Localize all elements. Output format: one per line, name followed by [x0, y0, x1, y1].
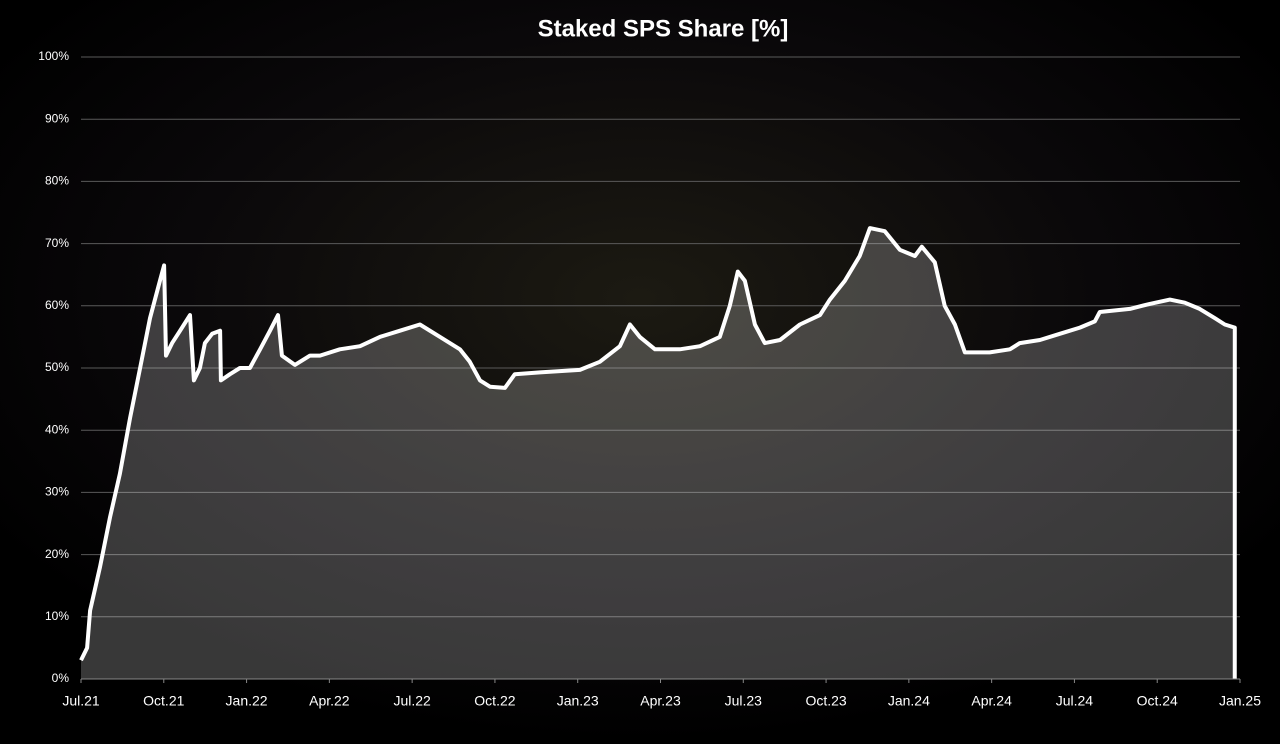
area — [81, 228, 1235, 679]
y-tick-label: 20% — [45, 547, 69, 561]
y-tick-label: 50% — [45, 360, 69, 374]
chart-title: Staked SPS Share [%] — [538, 15, 789, 42]
y-tick-label: 40% — [45, 422, 69, 436]
x-tick-label: Oct.22 — [474, 693, 515, 709]
x-tick-label: Apr.23 — [640, 693, 681, 709]
y-tick-label: 100% — [38, 49, 69, 63]
x-tick-label: Oct.24 — [1137, 693, 1178, 709]
y-tick-label: 90% — [45, 111, 69, 125]
x-tick-label: Apr.22 — [309, 693, 350, 709]
x-tick-label: Jan.22 — [226, 693, 268, 709]
x-tick-label: Oct.21 — [143, 693, 184, 709]
x-tick-label: Jul.24 — [1056, 693, 1094, 709]
y-tick-label: 60% — [45, 298, 69, 312]
x-tick-label: Jan.23 — [557, 693, 599, 709]
x-tick-label: Oct.23 — [805, 693, 846, 709]
x-tick-label: Jan.25 — [1219, 693, 1261, 709]
x-tick-label: Jul.23 — [725, 693, 763, 709]
y-tick-label: 70% — [45, 236, 69, 250]
x-tick-label: Apr.24 — [971, 693, 1012, 709]
y-tick-label: 80% — [45, 174, 69, 188]
y-tick-label: 10% — [45, 609, 69, 623]
x-tick-label: Jul.22 — [393, 693, 431, 709]
y-tick-label: 0% — [52, 671, 70, 685]
line — [79, 226, 1237, 680]
x-tick-label: Jan.24 — [888, 693, 930, 709]
x-tick-label: Jul.21 — [62, 693, 100, 709]
y-tick-label: 30% — [45, 485, 69, 499]
